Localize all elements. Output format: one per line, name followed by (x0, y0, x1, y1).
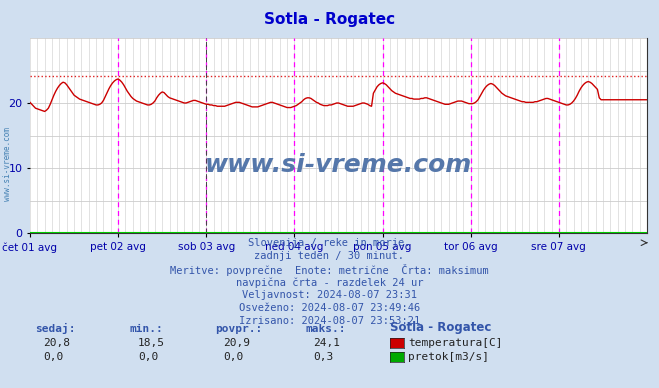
Text: min.:: min.: (130, 324, 163, 334)
Text: pretok[m3/s]: pretok[m3/s] (408, 352, 489, 362)
Text: 0,3: 0,3 (313, 352, 333, 362)
Text: povpr.:: povpr.: (215, 324, 262, 334)
Text: temperatura[C]: temperatura[C] (408, 338, 503, 348)
Text: www.si-vreme.com: www.si-vreme.com (3, 127, 13, 201)
Text: www.si-vreme.com: www.si-vreme.com (205, 153, 472, 177)
Text: navpična črta - razdelek 24 ur: navpična črta - razdelek 24 ur (236, 277, 423, 288)
Text: 0,0: 0,0 (138, 352, 158, 362)
Text: 18,5: 18,5 (138, 338, 165, 348)
Text: Sotla - Rogatec: Sotla - Rogatec (264, 12, 395, 27)
Text: 20,9: 20,9 (223, 338, 250, 348)
Text: Veljavnost: 2024-08-07 23:31: Veljavnost: 2024-08-07 23:31 (242, 290, 417, 300)
Text: Osveženo: 2024-08-07 23:49:46: Osveženo: 2024-08-07 23:49:46 (239, 303, 420, 313)
Text: 0,0: 0,0 (43, 352, 63, 362)
Text: Slovenija / reke in morje.: Slovenija / reke in morje. (248, 238, 411, 248)
Text: 0,0: 0,0 (223, 352, 243, 362)
Text: 20,8: 20,8 (43, 338, 70, 348)
Text: Izrisano: 2024-08-07 23:53:21: Izrisano: 2024-08-07 23:53:21 (239, 316, 420, 326)
Text: zadnji teden / 30 minut.: zadnji teden / 30 minut. (254, 251, 405, 261)
Text: Meritve: povprečne  Enote: metrične  Črta: maksimum: Meritve: povprečne Enote: metrične Črta:… (170, 264, 489, 276)
Text: maks.:: maks.: (305, 324, 345, 334)
Text: 24,1: 24,1 (313, 338, 340, 348)
Text: sedaj:: sedaj: (35, 323, 76, 334)
Text: Sotla - Rogatec: Sotla - Rogatec (390, 321, 492, 334)
